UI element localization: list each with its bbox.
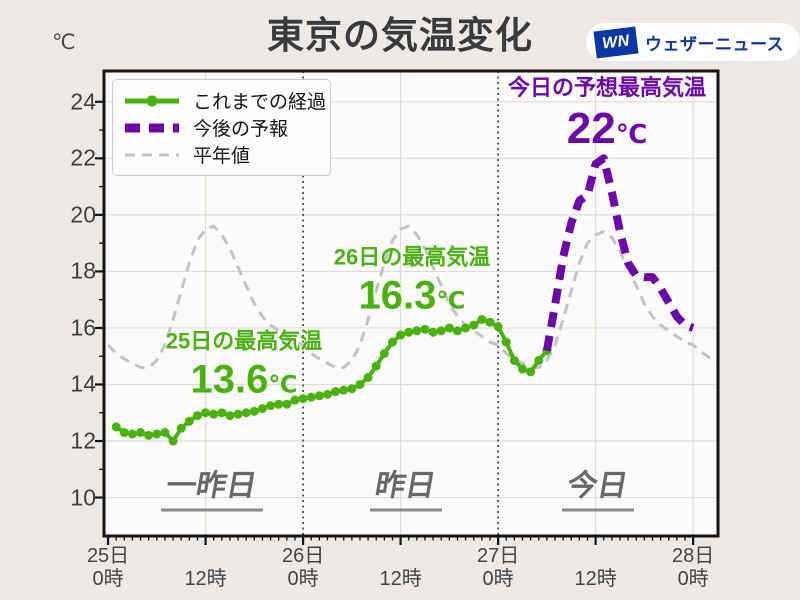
- x-tick-label: 12時: [574, 568, 617, 590]
- x-tick-label: 12時: [184, 568, 227, 590]
- annotation-today-unit: ℃: [615, 119, 648, 149]
- annotation-day25-value: 13.6: [190, 357, 269, 402]
- annotation-today-value: 22: [566, 104, 616, 153]
- wn-logo-icon: WN: [593, 26, 639, 58]
- page-title: 東京の気温変化: [267, 15, 533, 56]
- day-label-today: 今日: [562, 461, 634, 512]
- x-tick-label: 27日 0時: [476, 545, 520, 590]
- annotation-day25-label: 25日の最高気温: [165, 328, 323, 354]
- legend-swatch-past: [125, 95, 179, 106]
- annotation-day26-unit: ℃: [436, 287, 466, 315]
- legend-label-past: これまでの経過: [193, 92, 327, 113]
- weathernews-logo-text: ウェザーニュース: [645, 34, 785, 54]
- annotation-day25-unit: ℃: [268, 371, 298, 399]
- x-tick-label: 26日 0時: [281, 545, 325, 590]
- y-tick-label: 14: [70, 370, 96, 397]
- y-tick-label: 24: [70, 88, 96, 115]
- y-tick-label: 10: [70, 484, 96, 511]
- legend-label-forecast: 今後の予報: [193, 119, 289, 140]
- annotation-day25-max: 25日の最高気温 13.6℃: [166, 324, 322, 403]
- x-tick-label: 12時: [379, 568, 422, 590]
- annotation-today-label: 今日の予想最高気温: [507, 75, 707, 100]
- legend-item-past: これまでの経過: [123, 87, 326, 114]
- y-tick-label: 18: [70, 257, 96, 284]
- y-tick-label: 22: [70, 144, 96, 171]
- wn-logo-mark-text: WN: [601, 31, 631, 52]
- x-tick-label: 28日 0時: [672, 545, 715, 590]
- annotation-day26-label: 26日の最高気温: [333, 244, 491, 270]
- legend-item-forecast: 今後の予報: [123, 114, 320, 141]
- y-axis-unit: ℃: [52, 31, 76, 54]
- annotation-day26-max: 26日の最高気温 16.3℃: [334, 240, 490, 319]
- day-label-before-yesterday: 一昨日: [161, 461, 263, 512]
- weathernews-logo: WN ウェザーニュース: [586, 23, 800, 61]
- annotation-day26-value: 16.3: [358, 273, 437, 318]
- legend-swatch-normal: [125, 153, 179, 156]
- annotation-today-forecast-max: 今日の予想最高気温 22℃: [508, 70, 706, 154]
- y-tick-label: 12: [70, 427, 96, 454]
- day-label-yesterday: 昨日: [370, 461, 442, 512]
- y-tick-label: 16: [70, 314, 96, 341]
- x-tick-label: 25日 0時: [86, 545, 130, 590]
- legend-swatch-forecast: [125, 123, 179, 132]
- chart-legend: これまでの経過 今後の予報平年値: [112, 79, 331, 176]
- legend-item-normal: 平年値: [123, 141, 320, 168]
- y-tick-label: 20: [70, 201, 96, 228]
- legend-label-normal: 平年値: [193, 146, 251, 167]
